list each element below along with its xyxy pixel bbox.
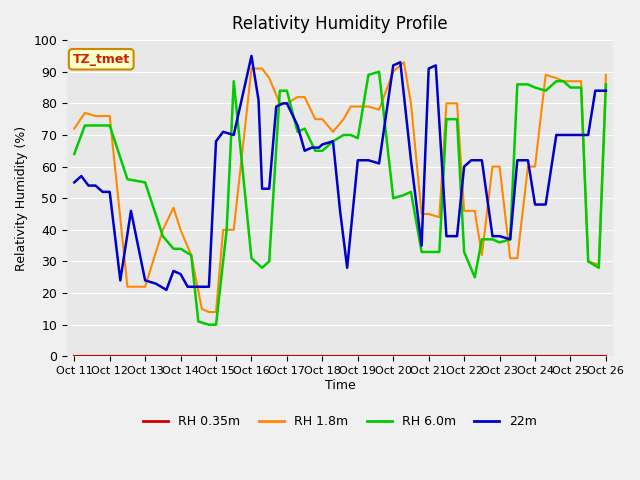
Y-axis label: Relativity Humidity (%): Relativity Humidity (%) [15,126,28,271]
Text: TZ_tmet: TZ_tmet [72,53,130,66]
Title: Relativity Humidity Profile: Relativity Humidity Profile [232,15,448,33]
Legend: RH 0.35m, RH 1.8m, RH 6.0m, 22m: RH 0.35m, RH 1.8m, RH 6.0m, 22m [138,410,542,433]
X-axis label: Time: Time [324,379,355,392]
